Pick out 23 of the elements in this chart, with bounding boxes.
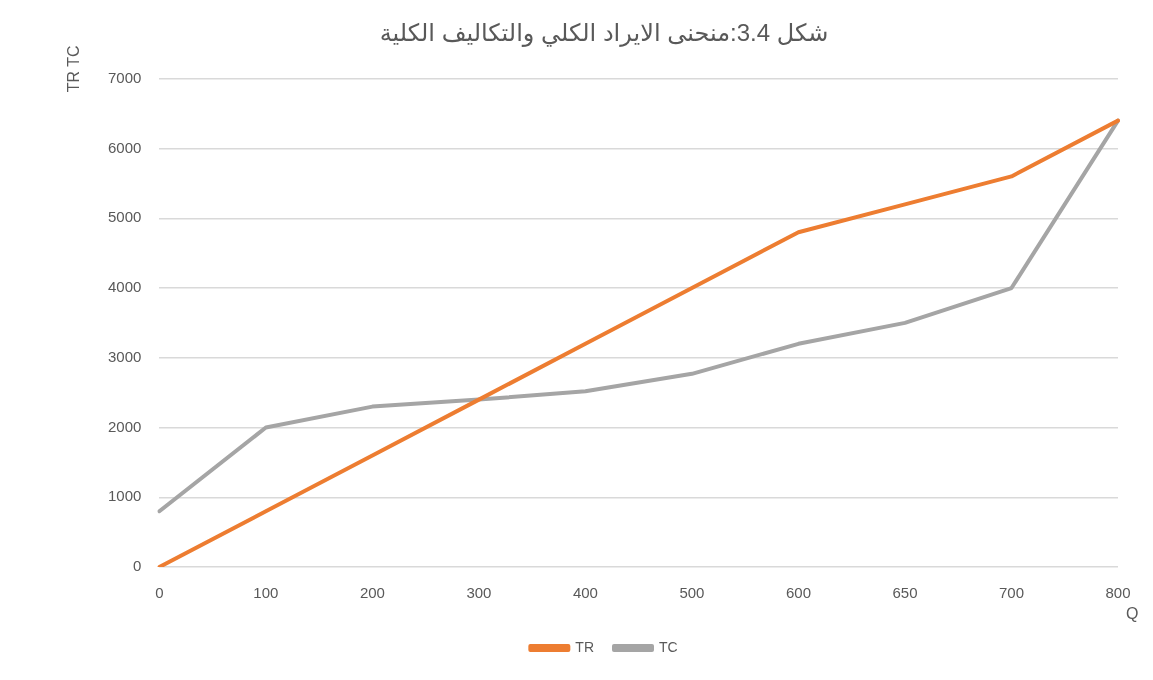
x-tick-label: 700 (998, 584, 1024, 602)
y-tick-label: 6000 (107, 138, 142, 156)
x-tick-label: 650 (892, 584, 918, 602)
x-tick-label: 0 (155, 584, 164, 602)
x-tick-label: 800 (1105, 584, 1131, 602)
chart-title: شكل 3.4:منحنى الايراد الكلي والتكاليف الكلية (379, 19, 829, 48)
x-tick-label: 500 (679, 584, 705, 602)
y-tick-label: 7000 (107, 68, 142, 86)
y-tick-label: 2000 (107, 417, 142, 435)
x-tick-label: 200 (359, 584, 385, 602)
x-axis-title: Q (1126, 605, 1139, 623)
x-tick-label: 100 (253, 584, 279, 602)
y-tick-label: 5000 (107, 208, 142, 226)
x-tick-label: 600 (785, 584, 811, 602)
x-tick-label: 400 (572, 584, 598, 602)
x-tick-label: 300 (466, 584, 492, 602)
y-tick-label: 0 (133, 557, 142, 575)
legend-label: TC (659, 638, 678, 655)
y-tick-label: 1000 (107, 487, 142, 505)
legend-label: TR (575, 638, 595, 655)
y-tick-label: 3000 (107, 347, 142, 365)
y-axis-title: TR TC (65, 45, 83, 93)
y-tick-label: 4000 (107, 278, 142, 296)
